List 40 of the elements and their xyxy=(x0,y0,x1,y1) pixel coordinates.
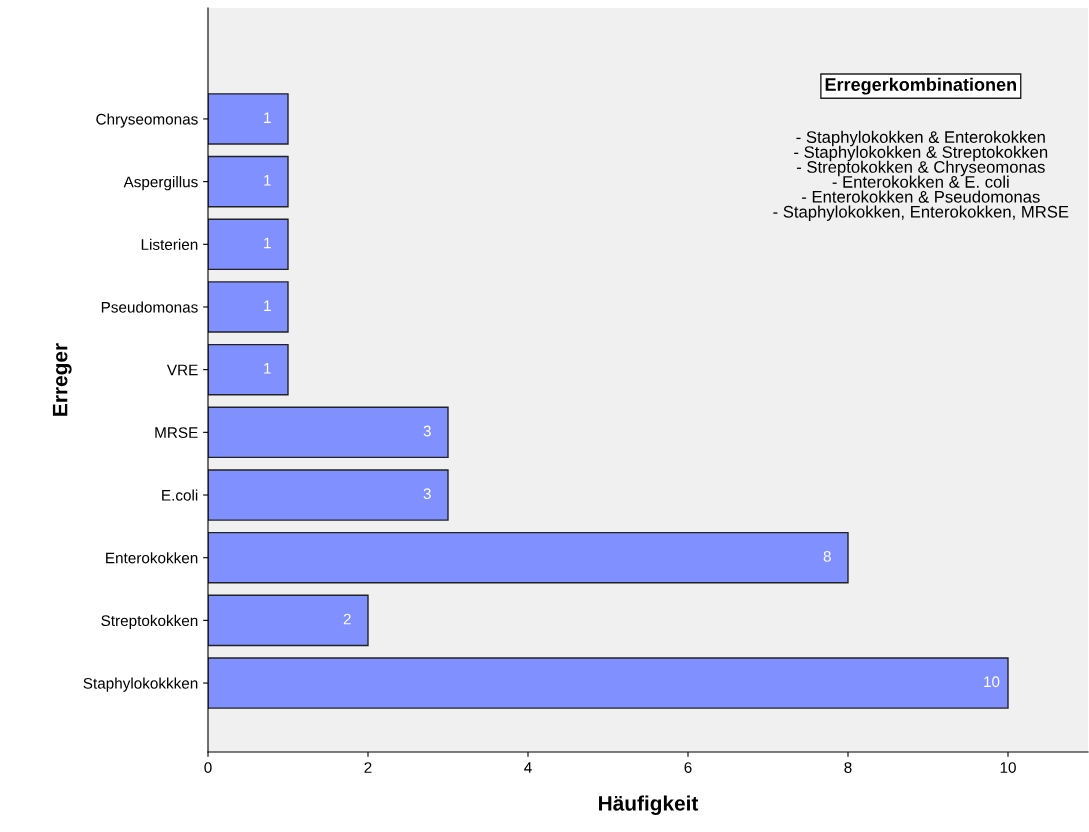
bar xyxy=(208,155,289,208)
y-tick-label: E.coli xyxy=(162,489,198,501)
bar xyxy=(208,343,289,396)
y-tick-label: VRE xyxy=(166,364,198,376)
y-tick-label: Staphylokokkken xyxy=(83,677,198,692)
y-tick-label: Streptokokken xyxy=(101,614,198,630)
data-label: 1 xyxy=(264,363,271,374)
data-label: 3 xyxy=(423,488,431,500)
annotation: Erregerkombinationen xyxy=(825,77,1016,95)
data-label: 8 xyxy=(823,550,831,562)
bar xyxy=(208,93,289,145)
y-tick-label: Enterokokken xyxy=(106,552,198,564)
data-label: 3 xyxy=(423,425,431,437)
bar xyxy=(208,406,449,459)
data-label: 1 xyxy=(264,237,271,249)
y-tick-label: MRSE xyxy=(155,427,198,439)
x-axis-title: Häufigkeit xyxy=(599,795,699,815)
y-tick-label: Pseudomonas xyxy=(101,301,198,313)
y-axis-title: Erreger xyxy=(52,343,72,416)
data-label: 1 xyxy=(264,175,271,186)
data-label: 2 xyxy=(343,613,351,625)
y-tick-label: Aspergillus xyxy=(123,176,198,191)
x-tick-label: 10 xyxy=(1000,762,1016,773)
bar xyxy=(208,281,289,333)
y-tick-label: Listerien xyxy=(141,238,198,250)
y-tick-label: Chryseomonas xyxy=(96,113,198,128)
data-label: 1 xyxy=(264,300,271,311)
annotation: - Staphylokokken & Enterokokken - Staphylokokken & Streptokokken - Streptokokken & Chryseomonas - Enterokokken & E. coli - Enterokokken & Pseudomonas - Staphylokokken, Enterokokken, MRSE xyxy=(773,130,1069,221)
x-tick-label: 4 xyxy=(524,762,532,773)
bar xyxy=(208,594,369,647)
data-label: 1 xyxy=(264,112,271,123)
bar xyxy=(208,469,449,521)
x-tick-label: 6 xyxy=(684,762,692,773)
bar xyxy=(208,657,1009,709)
x-tick-label: 2 xyxy=(364,762,372,773)
bar xyxy=(208,218,289,271)
x-tick-label: 8 xyxy=(844,762,852,773)
x-tick-label: 0 xyxy=(204,762,212,773)
bar xyxy=(208,531,849,584)
data-label: 10 xyxy=(984,676,1000,688)
